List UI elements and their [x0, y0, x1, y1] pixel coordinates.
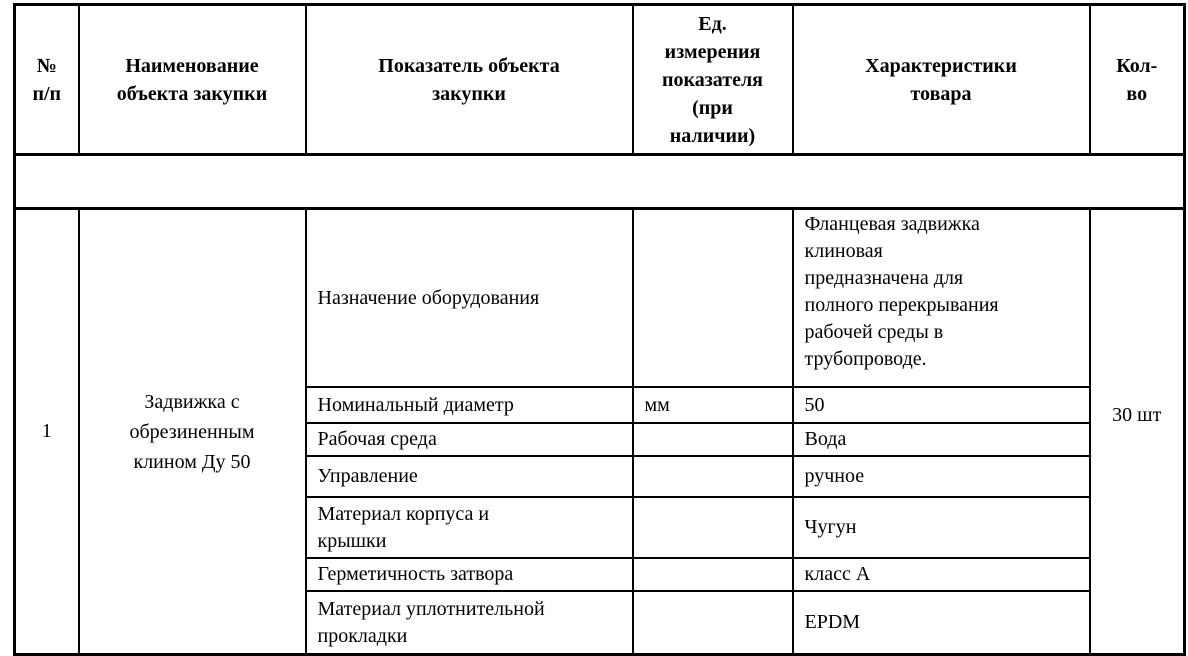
- spec-value-cell: класс А: [791, 557, 1091, 592]
- header-cell-quantity: Кол- во: [1088, 3, 1186, 156]
- spec-unit-cell: [631, 207, 794, 388]
- table-row: Управление ручное: [15, 455, 1185, 498]
- procurement-table: № п/п Наименование объекта закупки Показ…: [13, 3, 1186, 656]
- spacer-row: [13, 153, 1186, 210]
- item-name-cell: Задвижка с обрезиненным клином Ду 50: [77, 207, 307, 656]
- spec-unit-cell: [631, 557, 794, 592]
- spec-indicator-cell: Материал уплотнительной прокладки: [304, 590, 634, 656]
- spec-unit-cell: мм: [631, 386, 794, 424]
- spec-unit-cell: [631, 496, 794, 559]
- spec-unit-cell: [631, 590, 794, 656]
- table-row: Номинальный диаметр мм 50: [15, 386, 1185, 424]
- header-cell-item-name: Наименование объекта закупки: [77, 3, 307, 156]
- table-row: Рабочая среда Вода: [15, 422, 1185, 457]
- spec-indicator-cell: Назначение оборудования: [304, 207, 634, 388]
- spacer-cell: [13, 153, 1186, 210]
- spec-value-cell: ручное: [791, 455, 1091, 498]
- spec-indicator-cell: Герметичность затвора: [304, 557, 634, 592]
- spec-value-cell: 50: [791, 386, 1091, 424]
- spec-indicator-cell: Материал корпуса и крышки: [304, 496, 634, 559]
- spec-unit-cell: [631, 455, 794, 498]
- table-row: 1 Задвижка с обрезиненным клином Ду 50 Н…: [13, 207, 1186, 656]
- table-row: Герметичность затвора класс А: [15, 557, 1185, 592]
- header-cell-unit: Ед. измерения показателя (при наличии): [631, 3, 794, 156]
- spec-value-cell: Вода: [791, 422, 1091, 457]
- row-number-cell: 1: [13, 207, 80, 656]
- spec-value-cell: Чугун: [791, 496, 1091, 559]
- header-cell-characteristics: Характеристики товара: [791, 3, 1091, 156]
- header-cell-row-number: № п/п: [13, 3, 80, 156]
- spec-indicator-cell: Управление: [304, 455, 634, 498]
- table-header-row: № п/п Наименование объекта закупки Показ…: [13, 3, 1186, 156]
- quantity-cell: 30 шт: [1088, 207, 1186, 656]
- spec-unit-cell: [631, 422, 794, 457]
- spec-indicator-cell: Рабочая среда: [304, 422, 634, 457]
- table-row: Материал корпуса и крышки Чугун: [15, 496, 1185, 559]
- spec-indicator-cell: Номинальный диаметр: [304, 386, 634, 424]
- spec-value-cell: EPDM: [791, 590, 1091, 656]
- header-cell-indicator: Показатель объекта закупки: [304, 3, 634, 156]
- spec-value-cell: Фланцевая задвижка клиновая предназначен…: [791, 207, 1091, 388]
